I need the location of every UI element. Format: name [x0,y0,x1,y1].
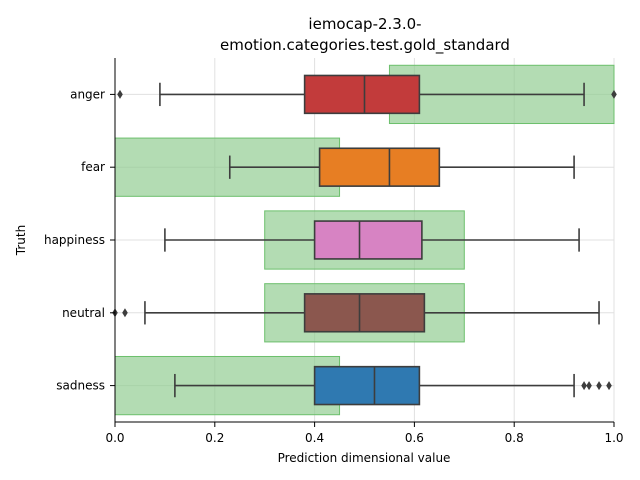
box-neutral [303,293,426,333]
outlier-sadness-2 [596,381,602,391]
y-tick-label-neutral: neutral [62,306,105,320]
x-tick-label-3: 0.6 [405,431,424,445]
outlier-sadness-3 [606,381,612,391]
y-tick-label-fear: fear [81,160,105,174]
y-axis-label: Truth [14,225,28,256]
y-tick-label-anger: anger [70,87,105,101]
outlier-anger-1 [611,89,617,99]
outlier-anger-0 [117,89,123,99]
chart-title-line-2: emotion.categories.test.gold_standard [220,36,510,55]
x-tick-label-0: 0.0 [105,431,124,445]
y-tick-label-sadness: sadness [56,379,105,393]
outlier-sadness-0 [581,381,587,391]
x-tick-label-4: 0.8 [505,431,524,445]
outlier-sadness-1 [586,381,592,391]
x-tick-label-1: 0.2 [205,431,224,445]
outlier-neutral-1 [122,308,128,318]
box-plots [112,74,617,406]
x-tick-label-2: 0.4 [305,431,324,445]
y-axis-ticks: anger fear happiness neutral sadness [44,87,115,393]
y-tick-label-happiness: happiness [44,233,105,247]
box-sadness [313,365,421,406]
box-anger [303,74,421,115]
x-axis-ticks: 0.0 0.2 0.4 0.6 0.8 1.0 [105,422,624,445]
box-fear [318,147,441,187]
x-tick-label-5: 1.0 [604,431,623,445]
x-axis-label: Prediction dimensional value [278,451,451,465]
box-happiness [313,220,423,260]
chart-title-line-1: iemocap-2.3.0- [308,15,421,33]
